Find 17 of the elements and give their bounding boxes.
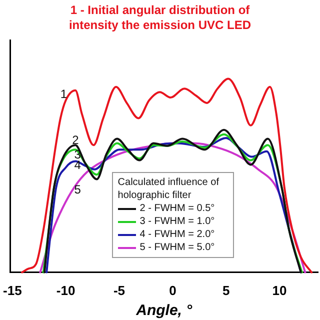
legend-label: 2 - FWHM = 0.5° [140,202,215,216]
annotation: 5 [74,182,82,196]
x-axis-title: Angle, ° [135,302,194,320]
x-tick-label: 5 [222,282,230,298]
legend-label: 5 - FWHM = 5.0° [140,241,215,254]
legend-label: 3 - FWHM = 1.0° [140,215,215,228]
legend-title: Calculated influence of holographic filter [118,176,220,202]
chart-title: 1 - Initial angular distribution of intensity the emission UVC LED [68,3,252,33]
x-tick-label: 0 [169,282,176,298]
x-tick-label: 10 [272,282,287,298]
x-tick-label: -10 [56,282,76,298]
annotation: 2 [72,133,80,148]
annotation: 1 [60,87,68,102]
legend-label: 4 - FWHM = 2.0° [140,228,215,242]
x-tick-label: -15 [2,282,22,298]
annotation: 4 [74,158,82,172]
x-tick-label: -5 [113,282,126,298]
